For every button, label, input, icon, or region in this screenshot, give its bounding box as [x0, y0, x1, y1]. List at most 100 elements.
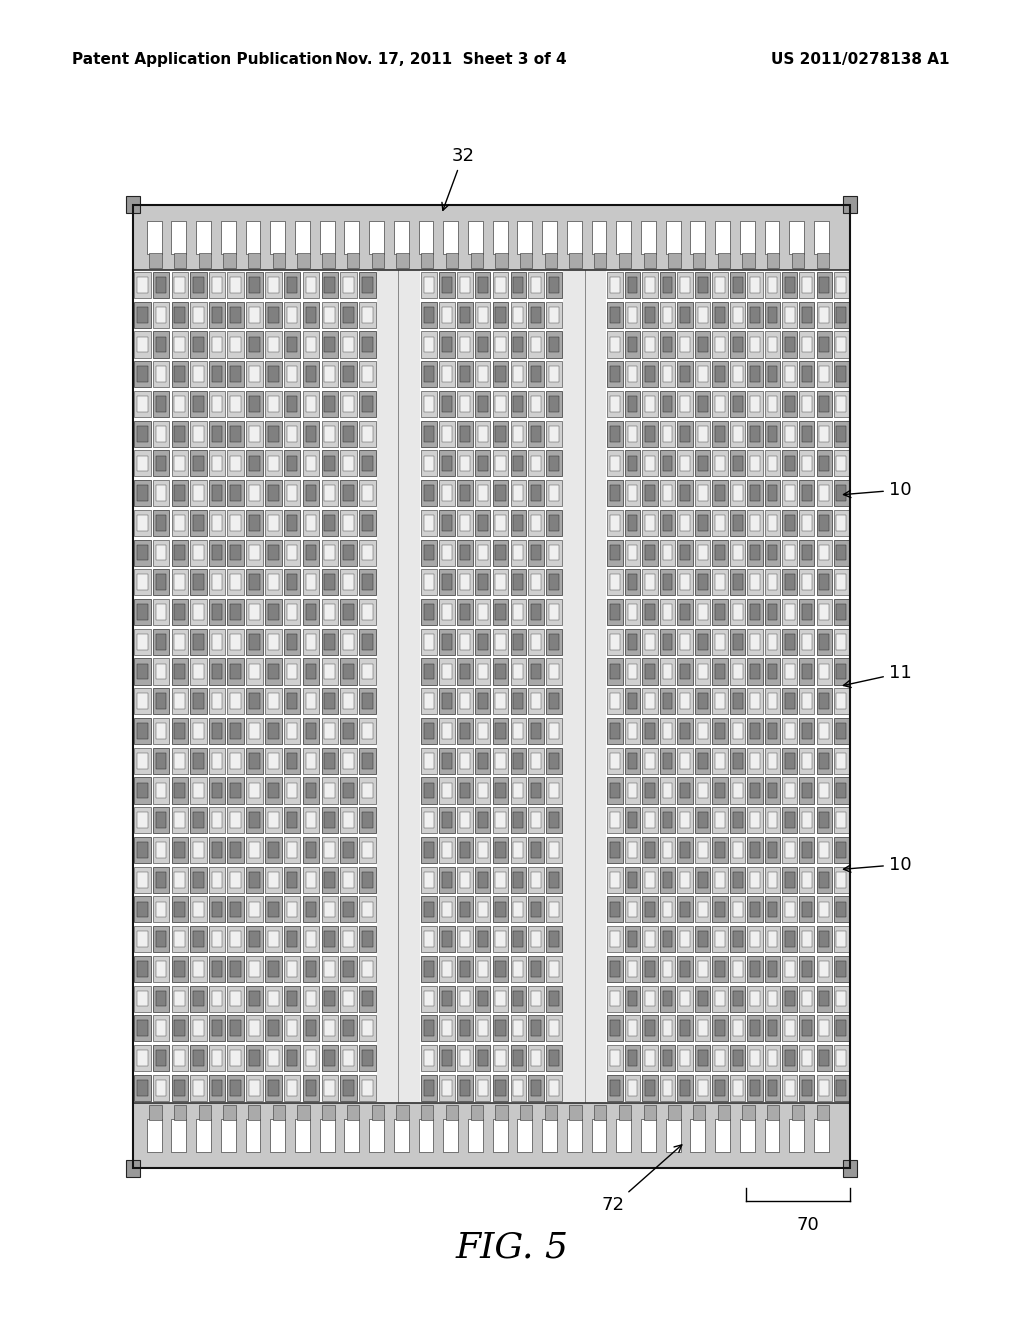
- Bar: [325, 486, 335, 502]
- Bar: [659, 896, 675, 923]
- Bar: [751, 277, 760, 293]
- Bar: [715, 367, 725, 381]
- Bar: [362, 693, 373, 709]
- Bar: [607, 569, 623, 595]
- Bar: [800, 599, 814, 626]
- Bar: [209, 747, 225, 774]
- Bar: [212, 1020, 222, 1036]
- Bar: [695, 1045, 711, 1071]
- Bar: [531, 991, 542, 1006]
- Bar: [171, 1119, 186, 1152]
- Bar: [625, 421, 640, 446]
- Bar: [477, 1080, 487, 1096]
- Bar: [641, 1119, 656, 1152]
- Bar: [695, 837, 711, 863]
- Bar: [837, 902, 846, 917]
- Bar: [362, 932, 373, 946]
- Bar: [268, 842, 279, 858]
- Bar: [607, 599, 623, 626]
- Bar: [246, 896, 263, 923]
- Bar: [134, 272, 151, 298]
- Bar: [287, 932, 297, 946]
- Bar: [372, 1105, 384, 1119]
- Bar: [642, 867, 657, 892]
- Bar: [287, 455, 297, 471]
- Bar: [792, 1105, 804, 1119]
- Bar: [443, 1119, 458, 1152]
- Bar: [340, 540, 357, 566]
- Bar: [249, 693, 260, 709]
- Bar: [343, 426, 354, 441]
- Bar: [137, 545, 147, 561]
- Bar: [768, 515, 777, 531]
- Bar: [460, 723, 470, 739]
- Bar: [549, 752, 559, 768]
- Bar: [695, 659, 711, 685]
- Bar: [246, 927, 263, 952]
- Bar: [748, 867, 763, 892]
- Bar: [322, 777, 338, 804]
- Bar: [325, 545, 335, 561]
- Bar: [340, 927, 357, 952]
- Bar: [190, 272, 207, 298]
- Bar: [460, 902, 470, 917]
- Bar: [680, 871, 690, 887]
- Bar: [171, 747, 188, 774]
- Bar: [227, 1074, 244, 1101]
- Bar: [751, 515, 760, 531]
- Bar: [713, 956, 728, 982]
- Bar: [137, 991, 147, 1006]
- Bar: [610, 1051, 620, 1067]
- Bar: [174, 634, 185, 649]
- Bar: [493, 956, 508, 982]
- Bar: [284, 569, 300, 595]
- Bar: [174, 1051, 185, 1067]
- Bar: [531, 605, 542, 620]
- Bar: [800, 807, 814, 833]
- Bar: [441, 961, 452, 977]
- Bar: [784, 783, 795, 799]
- Bar: [475, 986, 490, 1011]
- Bar: [663, 1051, 673, 1067]
- Bar: [477, 367, 487, 381]
- Bar: [303, 1074, 319, 1101]
- Bar: [765, 777, 780, 804]
- Bar: [190, 837, 207, 863]
- Bar: [782, 956, 798, 982]
- Bar: [227, 1045, 244, 1071]
- Bar: [230, 902, 241, 917]
- Bar: [284, 927, 300, 952]
- Bar: [284, 391, 300, 417]
- Bar: [424, 991, 434, 1006]
- Bar: [194, 337, 204, 352]
- Bar: [477, 783, 487, 799]
- Bar: [784, 991, 795, 1006]
- Bar: [628, 991, 637, 1006]
- Bar: [441, 277, 452, 293]
- Bar: [325, 961, 335, 977]
- Bar: [322, 688, 338, 714]
- Bar: [680, 1051, 690, 1067]
- Bar: [265, 777, 282, 804]
- Bar: [212, 515, 222, 531]
- Bar: [837, 961, 846, 977]
- Bar: [457, 391, 472, 417]
- Bar: [680, 693, 690, 709]
- Bar: [607, 867, 623, 892]
- Bar: [362, 812, 373, 828]
- Bar: [137, 574, 147, 590]
- Bar: [677, 718, 693, 744]
- Bar: [549, 515, 559, 531]
- Bar: [695, 927, 711, 952]
- Bar: [265, 896, 282, 923]
- Bar: [816, 896, 831, 923]
- Bar: [322, 628, 338, 655]
- Bar: [715, 634, 725, 649]
- Bar: [421, 896, 436, 923]
- Bar: [306, 1080, 316, 1096]
- Bar: [663, 932, 673, 946]
- Bar: [751, 545, 760, 561]
- Text: US 2011/0278138 A1: US 2011/0278138 A1: [771, 51, 949, 67]
- Bar: [819, 337, 829, 352]
- Bar: [421, 837, 436, 863]
